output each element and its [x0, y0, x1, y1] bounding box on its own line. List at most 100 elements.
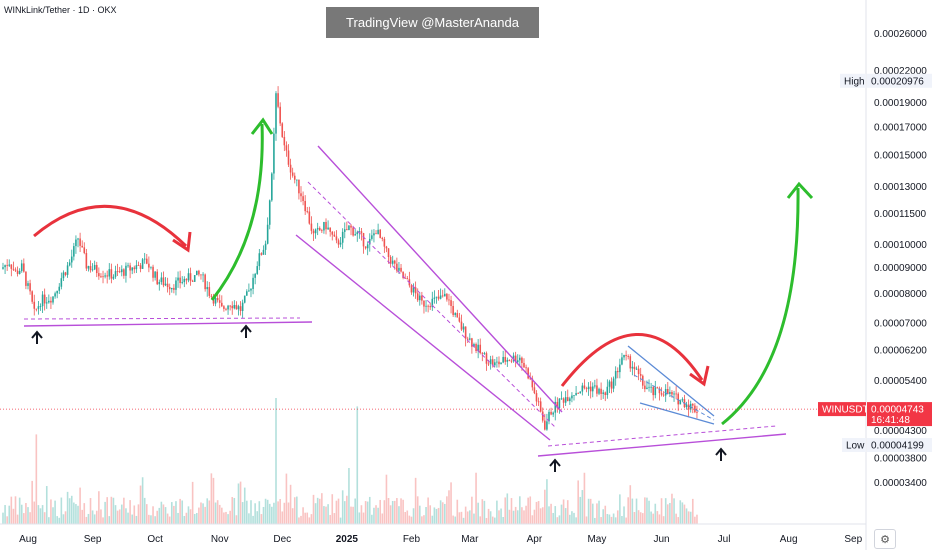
volume-bar: [458, 512, 461, 524]
candle-body: [271, 173, 273, 201]
volume-bar: [23, 513, 25, 524]
volume-bar: [135, 515, 138, 524]
volume-bar: [158, 507, 161, 524]
x-tick-label: Jun: [653, 534, 669, 545]
candle-body: [191, 280, 194, 282]
candle-body: [487, 363, 490, 365]
candle-body: [318, 228, 321, 231]
high-tag-value: 0.00020976: [871, 76, 924, 87]
candle-body: [275, 93, 277, 134]
volume-bar: [596, 503, 598, 524]
volume-bar: [610, 516, 613, 524]
candle-body: [262, 249, 265, 255]
gear-icon[interactable]: ⚙: [874, 529, 896, 549]
candle-body: [79, 238, 81, 246]
volume-bar: [56, 516, 58, 524]
high-tag-label-bg: [840, 73, 866, 88]
volume-bar: [581, 490, 584, 524]
candle-body: [150, 266, 152, 268]
candle-body: [566, 397, 569, 402]
candle-body: [237, 306, 240, 310]
candle-body: [175, 280, 177, 290]
wedge-lower-line: [639, 402, 715, 425]
volume-bar: [148, 514, 150, 524]
candle-body: [239, 306, 242, 311]
candle-body: [516, 360, 519, 363]
candle-body: [120, 269, 123, 273]
volume-bar: [416, 496, 419, 524]
candle-body: [70, 256, 73, 263]
volume-bar: [254, 503, 256, 524]
candle-body: [158, 281, 161, 285]
candle-body: [258, 253, 261, 267]
candle-body: [475, 344, 477, 352]
volume-bar: [502, 516, 504, 524]
candle-body: [664, 389, 667, 396]
time-axis[interactable]: Aug Sep Oct Nov Dec 2025 Feb Mar Apr May Jun Jul Aug…: [19, 534, 862, 545]
volume-bar: [250, 500, 252, 524]
candle-body: [596, 385, 598, 394]
candle-body: [435, 296, 438, 298]
volume-bar: [312, 494, 315, 524]
candle-body: [68, 262, 71, 266]
volume-bar: [604, 505, 607, 524]
candle-body: [562, 398, 565, 403]
volume-bar: [691, 498, 694, 524]
volume-bar: [685, 508, 688, 524]
candle-body: [675, 393, 677, 395]
volume-bar: [694, 516, 696, 524]
candle-body: [554, 401, 557, 413]
volume-bar: [116, 510, 119, 524]
volume-bar: [70, 495, 73, 524]
volume-bar: [441, 502, 444, 524]
volume-bar: [33, 501, 36, 524]
candle-body: [671, 392, 673, 395]
volume-bar: [91, 510, 94, 524]
candle-body: [339, 242, 342, 245]
candle-body: [312, 230, 315, 234]
candle-body: [335, 236, 338, 241]
y-tick-label: 0.00006200: [874, 345, 927, 356]
volume-bar: [331, 494, 334, 524]
candle-body: [356, 232, 359, 235]
candle-body: [33, 301, 36, 309]
candle-body: [139, 265, 142, 269]
candle-body: [414, 287, 417, 294]
volume-bar: [558, 515, 561, 524]
support-line-2024: [23, 321, 313, 327]
candle-body: [250, 288, 252, 291]
volume-bar: [483, 500, 486, 524]
symbol-title[interactable]: WINkLink/Tether · 1D · OKX: [4, 5, 117, 15]
volume-bar: [679, 500, 682, 524]
candle-body: [343, 229, 346, 232]
candle-body: [252, 277, 254, 289]
candle-body: [156, 271, 159, 285]
volume-bar: [627, 497, 629, 524]
candle-body: [41, 294, 44, 307]
candle-body: [560, 398, 563, 400]
candle-body: [441, 295, 444, 297]
candle-body: [552, 412, 554, 415]
candle-body: [218, 300, 221, 303]
volume-bar: [571, 511, 573, 524]
candle-body: [6, 265, 8, 266]
volume-bar: [137, 504, 140, 524]
candle-body: [371, 235, 373, 239]
volume-bar: [87, 513, 90, 524]
candle-body: [337, 240, 340, 245]
candle-body: [358, 231, 361, 233]
candle-body: [210, 295, 213, 297]
volume-bar: [666, 504, 669, 524]
red-arc-2024-arrowhead: [172, 231, 192, 253]
volume-bar: [168, 516, 171, 524]
candle-body: [412, 287, 415, 293]
volume-bar: [391, 500, 394, 524]
volume-bar: [48, 517, 50, 524]
candle-body: [231, 305, 234, 309]
volume-bar: [239, 481, 242, 524]
candle-body: [583, 385, 586, 389]
candle-body: [260, 253, 263, 255]
volume-bar: [681, 502, 684, 524]
